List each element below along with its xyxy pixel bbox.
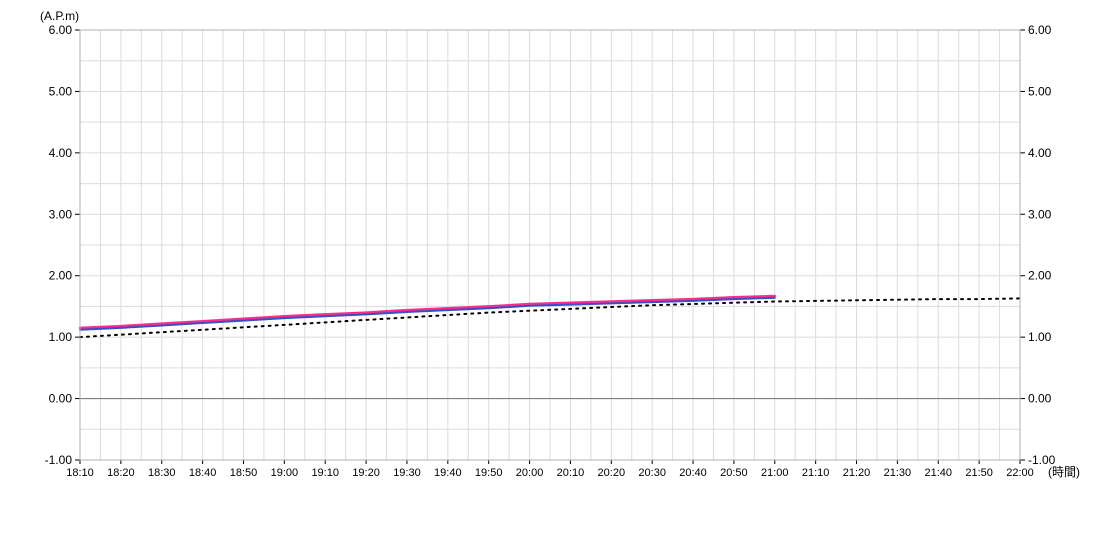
- y-tick-left: 5.00: [49, 84, 73, 98]
- y-tick-left: 2.00: [49, 269, 73, 283]
- y-tick-left: 3.00: [49, 207, 73, 221]
- x-tick: 19:30: [393, 467, 421, 479]
- x-tick: 20:00: [516, 467, 544, 479]
- y-tick-left: 6.00: [49, 23, 73, 37]
- y-tick-right: 0.00: [1028, 392, 1052, 406]
- x-tick: 19:00: [271, 467, 299, 479]
- x-tick: 18:50: [230, 467, 258, 479]
- y-tick-right: 3.00: [1028, 207, 1052, 221]
- x-tick: 21:40: [924, 467, 952, 479]
- x-tick: 19:50: [475, 467, 503, 479]
- y-tick-right: 1.00: [1028, 330, 1052, 344]
- x-tick: 20:40: [679, 467, 707, 479]
- x-tick: 20:50: [720, 467, 748, 479]
- x-tick: 21:20: [843, 467, 871, 479]
- y-tick-left: 4.00: [49, 146, 73, 160]
- x-tick: 20:20: [598, 467, 626, 479]
- x-tick: 19:20: [352, 467, 380, 479]
- x-tick: 18:30: [148, 467, 176, 479]
- x-tick: 20:30: [638, 467, 666, 479]
- x-tick: 19:40: [434, 467, 462, 479]
- y-tick-right: 6.00: [1028, 23, 1052, 37]
- tide-chart: -1.00-1.000.000.001.001.002.002.003.003.…: [0, 0, 1100, 550]
- x-tick: 21:00: [761, 467, 789, 479]
- y-tick-right: 5.00: [1028, 84, 1052, 98]
- y-tick-right: 2.00: [1028, 269, 1052, 283]
- x-tick: 19:10: [311, 467, 339, 479]
- y-tick-right: 4.00: [1028, 146, 1052, 160]
- x-tick: 18:20: [107, 467, 135, 479]
- x-tick: 22:00: [1006, 467, 1034, 479]
- y-tick-left: -1.00: [45, 453, 73, 467]
- y-tick-left: 0.00: [49, 392, 73, 406]
- y-tick-left: 1.00: [49, 330, 73, 344]
- y-axis-title: (A.P.m): [40, 9, 79, 23]
- x-tick: 21:50: [965, 467, 993, 479]
- x-tick: 21:30: [884, 467, 912, 479]
- chart-svg: -1.00-1.000.000.001.001.002.002.003.003.…: [0, 0, 1100, 550]
- x-tick: 18:10: [66, 467, 94, 479]
- x-tick: 20:10: [557, 467, 585, 479]
- x-axis-title: (時間): [1048, 465, 1080, 479]
- x-tick: 18:40: [189, 467, 217, 479]
- x-tick: 21:10: [802, 467, 830, 479]
